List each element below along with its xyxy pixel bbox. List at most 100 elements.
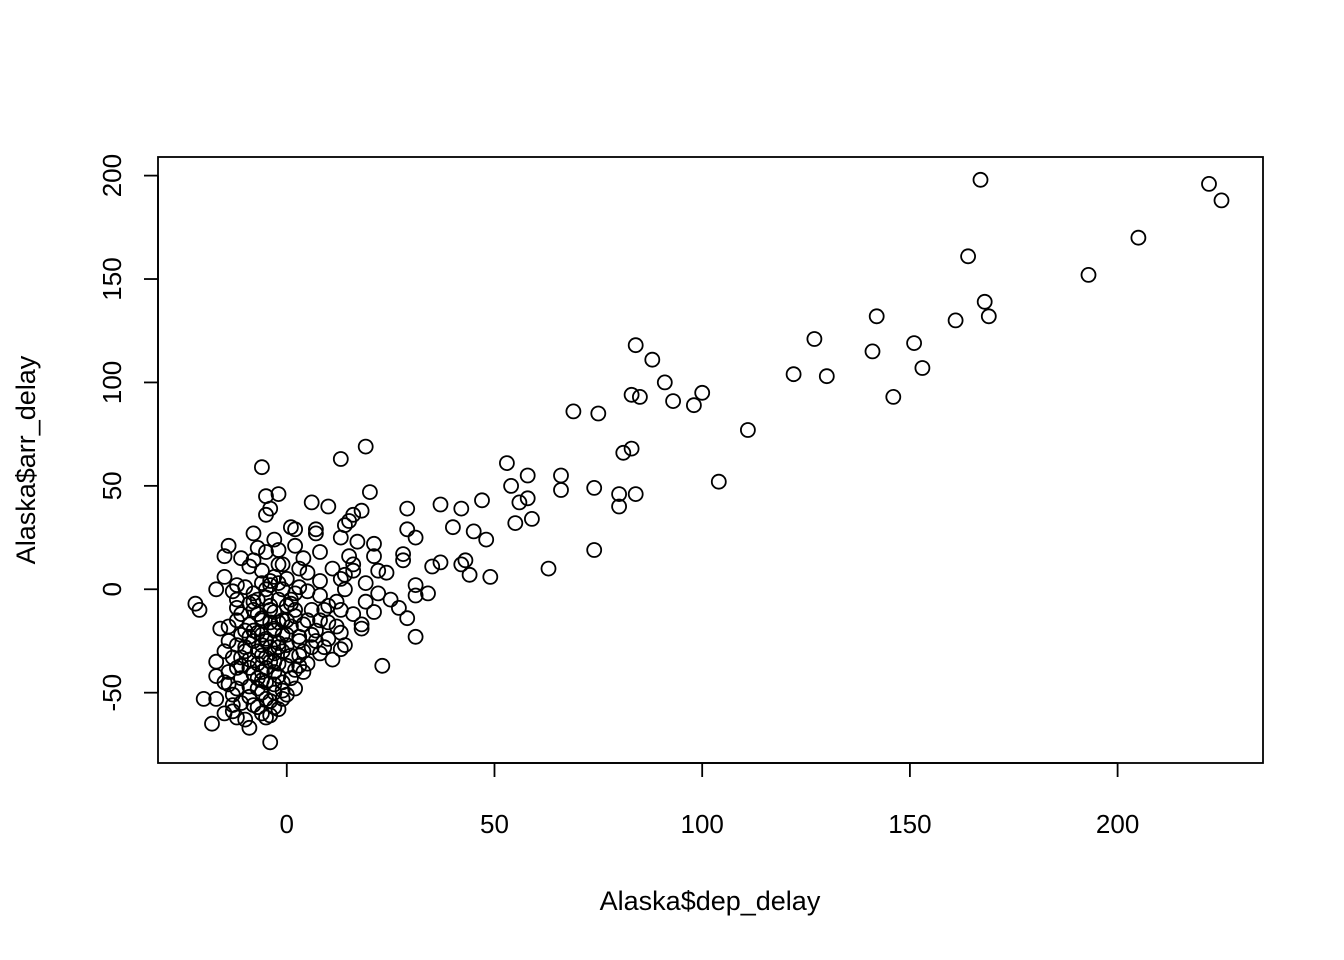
- data-point: [740, 422, 756, 438]
- data-point: [710, 473, 727, 490]
- plot-frame: [157, 156, 1264, 764]
- data-point: [208, 653, 225, 670]
- data-point: [274, 682, 291, 699]
- data-point: [249, 680, 266, 697]
- data-point: [511, 494, 528, 511]
- data-point: [374, 657, 391, 674]
- data-point: [299, 612, 316, 629]
- data-point: [345, 562, 362, 579]
- data-point: [253, 626, 270, 643]
- data-point: [806, 331, 823, 347]
- data-point: [233, 550, 250, 567]
- data-point: [611, 486, 627, 503]
- data-point: [370, 562, 387, 579]
- data-point: [818, 368, 835, 385]
- data-point: [345, 606, 362, 622]
- data-point: [253, 575, 270, 591]
- data-point: [332, 641, 349, 658]
- data-point: [233, 670, 250, 687]
- data-point: [453, 500, 470, 517]
- data-point: [324, 560, 341, 577]
- data-point: [366, 535, 382, 552]
- data-point: [407, 577, 424, 593]
- data-point: [249, 670, 266, 687]
- data-point: [258, 544, 274, 560]
- data-point: [237, 639, 254, 656]
- data-point: [366, 604, 382, 620]
- data-point: [370, 585, 387, 602]
- data-point: [453, 556, 470, 573]
- data-point: [461, 566, 478, 583]
- data-point: [233, 649, 250, 666]
- data-point: [980, 308, 997, 325]
- x-tick-label: 0: [280, 809, 294, 839]
- data-point: [303, 494, 320, 511]
- data-point: [474, 492, 490, 509]
- data-point: [245, 697, 262, 713]
- data-point: [258, 709, 274, 726]
- data-point: [307, 525, 324, 542]
- data-point: [906, 335, 922, 352]
- data-point: [187, 595, 204, 612]
- data-point: [399, 500, 416, 517]
- y-tick-label: -50: [97, 674, 127, 712]
- data-point: [432, 496, 449, 513]
- data-point: [341, 513, 358, 529]
- data-point: [274, 556, 291, 573]
- y-tick-label: 200: [97, 154, 127, 197]
- data-point: [312, 587, 328, 604]
- data-point: [262, 577, 279, 593]
- data-point: [237, 622, 254, 639]
- data-point: [270, 486, 287, 503]
- data-point: [195, 691, 212, 707]
- data-point: [395, 546, 412, 562]
- data-point: [382, 591, 399, 608]
- data-point: [332, 571, 349, 587]
- data-point: [320, 631, 337, 647]
- data-point: [316, 639, 333, 656]
- data-point: [312, 573, 328, 589]
- data-point: [312, 612, 328, 629]
- data-point: [357, 593, 374, 610]
- data-point: [291, 560, 308, 577]
- data-point: [278, 597, 295, 614]
- data-point: [503, 477, 520, 494]
- data-point: [287, 662, 304, 678]
- data-point: [341, 548, 358, 565]
- data-point: [656, 374, 673, 391]
- data-point: [976, 293, 993, 310]
- data-point: [644, 351, 661, 368]
- data-point: [274, 691, 291, 707]
- data-point: [868, 308, 885, 325]
- data-point: [287, 521, 304, 538]
- data-point: [519, 490, 536, 507]
- data-point: [307, 622, 324, 639]
- data-point: [336, 637, 353, 653]
- data-point: [253, 459, 270, 476]
- y-tick-label: 150: [97, 257, 127, 300]
- data-point: [407, 587, 424, 604]
- data-point: [241, 719, 258, 736]
- data-point: [632, 388, 648, 405]
- data-point: [353, 502, 370, 519]
- data-point: [420, 585, 436, 602]
- data-point: [299, 564, 316, 581]
- data-point: [208, 581, 225, 598]
- data-point: [399, 610, 416, 627]
- points-layer: [187, 171, 1230, 751]
- data-point: [357, 438, 374, 455]
- data-point: [864, 343, 881, 360]
- data-point: [357, 575, 374, 591]
- data-point: [465, 523, 482, 540]
- data-point: [395, 552, 412, 569]
- data-point: [627, 486, 644, 503]
- data-point: [1130, 229, 1147, 246]
- data-point: [478, 531, 495, 548]
- data-point: [332, 451, 349, 467]
- x-tick-label: 100: [680, 809, 723, 839]
- y-tick-label: 100: [97, 361, 127, 404]
- data-point: [349, 533, 366, 550]
- y-tick-label: 0: [97, 582, 127, 596]
- data-point: [287, 585, 304, 602]
